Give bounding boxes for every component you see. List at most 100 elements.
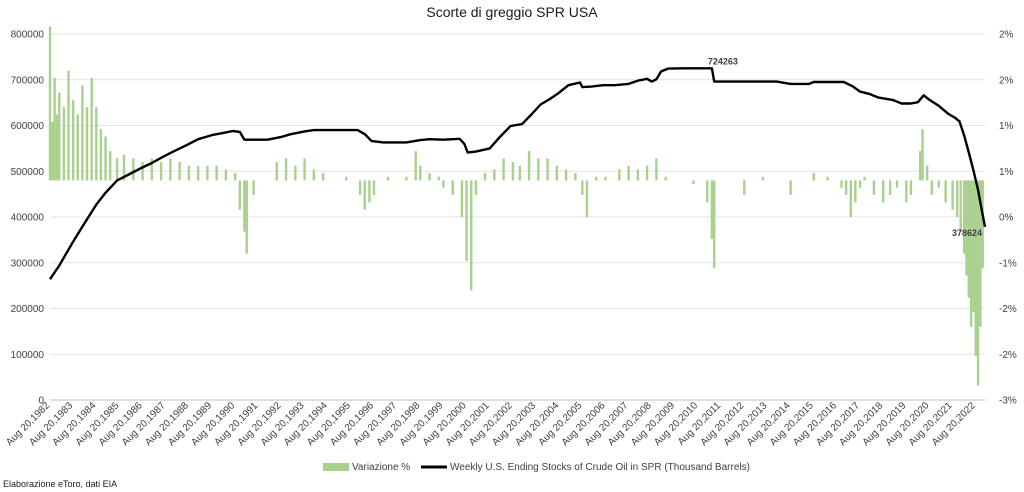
right-tick-label: -2% <box>999 304 1017 315</box>
variation-bar <box>713 180 716 269</box>
left-tick-label: 700000 <box>11 75 45 86</box>
variation-bar <box>881 180 885 203</box>
variation-bar <box>956 180 959 217</box>
legend-label-variazione: Variazione % <box>352 462 410 473</box>
variation-bar <box>664 176 667 181</box>
variation-bar <box>761 176 765 181</box>
variation-bar <box>368 180 371 203</box>
annotations: 724263 378624 <box>708 57 982 238</box>
variation-bar <box>895 180 899 188</box>
variation-bar <box>48 26 52 181</box>
variation-bars <box>48 26 984 386</box>
variation-bar <box>925 165 929 181</box>
variation-bar <box>840 180 843 188</box>
variation-bar <box>405 176 408 181</box>
variation-bar <box>974 180 977 357</box>
variation-bar <box>706 180 709 203</box>
variation-bar <box>537 158 540 181</box>
variation-bar <box>53 77 56 181</box>
variation-bar <box>206 165 209 181</box>
right-tick-label: -2% <box>999 350 1017 361</box>
variation-bar <box>849 180 852 217</box>
variation-bar <box>967 180 970 298</box>
variation-bar <box>930 180 933 196</box>
variation-bar <box>965 180 968 276</box>
variation-bar <box>238 180 241 210</box>
variation-bar <box>215 165 218 181</box>
right-tick-label: 1% <box>999 121 1014 132</box>
variation-bar <box>81 85 84 181</box>
variation-bar <box>451 180 454 196</box>
legend: Variazione % Weekly U.S. Ending Stocks o… <box>323 462 750 473</box>
left-axis-ticks: 0 100000 200000 300000 400000 500000 600000 700… <box>11 30 45 407</box>
variation-bar <box>71 99 75 181</box>
left-tick-label: 600000 <box>11 121 45 132</box>
variation-bar <box>502 158 505 181</box>
variation-bar <box>743 180 746 196</box>
variation-bar <box>224 169 228 181</box>
variation-bar <box>372 180 376 196</box>
variation-bar <box>196 165 200 181</box>
variation-bar <box>115 158 119 181</box>
variation-bar <box>645 165 649 181</box>
variation-bar <box>905 180 908 203</box>
left-tick-label: 800000 <box>11 30 45 41</box>
variation-bar <box>312 169 316 181</box>
variation-bar <box>976 180 980 386</box>
variation-bar <box>627 165 630 181</box>
variation-bar <box>294 165 297 181</box>
variation-bar <box>414 151 417 181</box>
variation-bar <box>969 180 973 327</box>
variation-bar <box>959 180 962 232</box>
variation-bar <box>863 176 866 181</box>
variation-bar <box>159 162 163 181</box>
variation-bar <box>62 107 66 181</box>
variation-bar <box>284 158 288 181</box>
variation-bar <box>150 158 154 181</box>
variation-bar <box>460 180 464 217</box>
spr-stocks-path <box>49 67 987 280</box>
variation-bar <box>604 176 607 181</box>
chart-title: Scorte di greggio SPR USA <box>426 4 598 20</box>
variation-bar <box>888 180 892 196</box>
left-tick-label: 0 <box>38 396 44 407</box>
variation-bar <box>979 180 982 327</box>
variation-bar <box>872 180 876 196</box>
right-tick-label: 0% <box>999 213 1014 224</box>
variation-bar <box>858 180 862 188</box>
variation-bar <box>321 173 325 181</box>
variation-bar <box>358 180 362 196</box>
right-tick-label: 2% <box>999 30 1014 41</box>
variation-bar <box>844 180 848 196</box>
variation-bar <box>518 165 522 181</box>
variation-bar <box>546 158 549 181</box>
variation-bar <box>252 180 255 196</box>
variation-bar <box>243 180 246 232</box>
variation-bar <box>85 107 89 181</box>
variation-bar <box>937 180 940 188</box>
variation-bar <box>442 180 445 188</box>
variation-bar <box>909 180 913 196</box>
variation-bar <box>108 151 112 181</box>
variation-bar <box>470 180 473 291</box>
variation-bar <box>710 180 714 239</box>
variation-bar <box>474 180 478 196</box>
variation-bar <box>692 180 695 185</box>
variation-bar <box>581 180 584 196</box>
variation-bar <box>483 173 487 181</box>
variation-bar <box>169 158 172 181</box>
variation-bar <box>67 70 70 181</box>
variation-bar <box>95 107 98 181</box>
variation-bar <box>511 162 515 181</box>
variation-bar <box>951 180 954 210</box>
variation-bar <box>233 173 237 181</box>
variation-bar <box>76 114 79 181</box>
variation-bar <box>345 176 348 181</box>
variation-bar <box>921 129 924 181</box>
variation-bar <box>826 176 829 181</box>
variation-bar <box>58 92 61 181</box>
variation-bar <box>99 129 103 181</box>
variation-bar <box>555 165 559 181</box>
annotation-latest: 378624 <box>952 228 982 238</box>
